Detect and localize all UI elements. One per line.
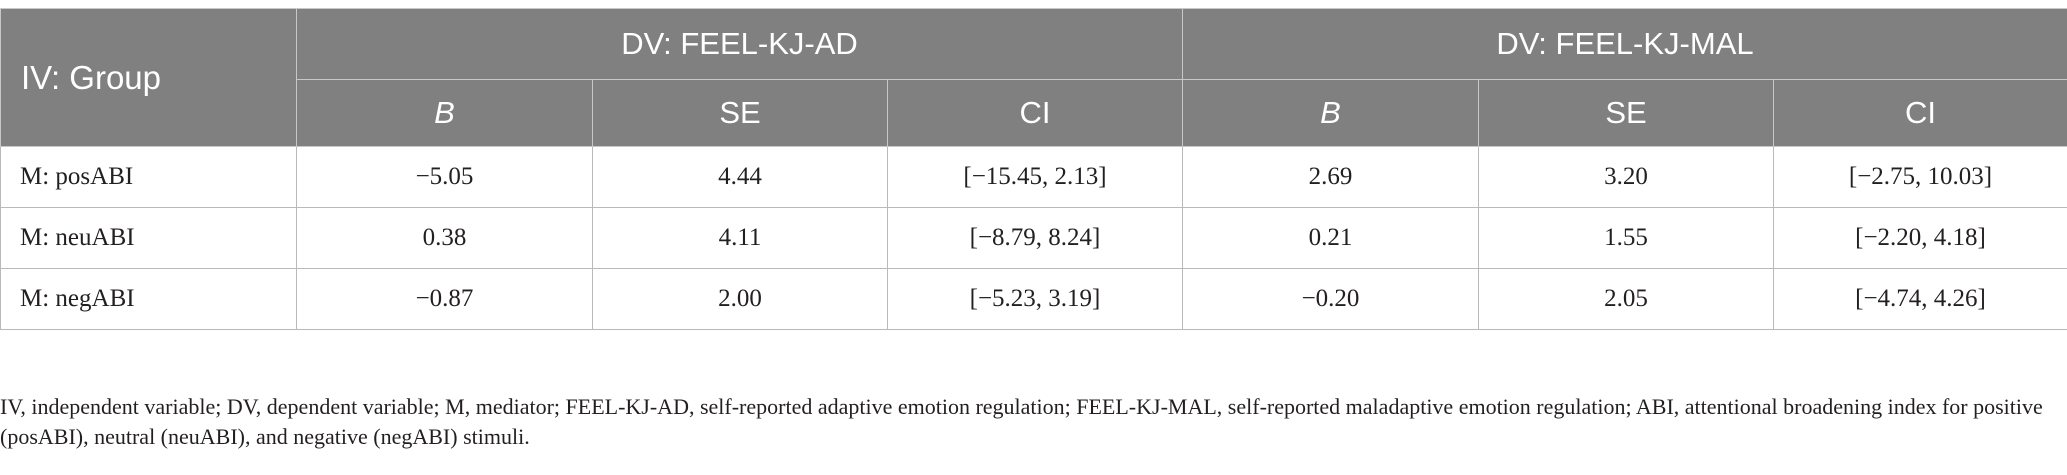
cell-se-ad: 4.44: [592, 146, 888, 208]
mediation-results-table: IV: Group DV: FEEL-KJ-AD DV: FEEL-KJ-MAL…: [0, 8, 2067, 330]
row-label-neuabi: M: neuABI: [0, 207, 297, 269]
cell-b-mal: 0.21: [1182, 207, 1479, 269]
cell-ci-ad: [−15.45, 2.13]: [887, 146, 1183, 208]
table-row: M: negABI −0.87 2.00 [−5.23, 3.19] −0.20…: [0, 268, 2067, 330]
header-row-top: IV: Group DV: FEEL-KJ-AD DV: FEEL-KJ-MAL: [0, 8, 2067, 147]
subheader-ci-ad: CI: [887, 79, 1183, 147]
cell-b-ad: −5.05: [296, 146, 593, 208]
subheader-ci-mal: CI: [1773, 79, 2067, 147]
cell-b-mal: 2.69: [1182, 146, 1479, 208]
table-body: M: posABI −5.05 4.44 [−15.45, 2.13] 2.69…: [0, 146, 2067, 330]
table-footnote: IV, independent variable; DV, dependent …: [0, 394, 2043, 449]
table-row: M: neuABI 0.38 4.11 [−8.79, 8.24] 0.21 1…: [0, 207, 2067, 269]
cell-se-mal: 2.05: [1478, 268, 1774, 330]
subheader-b-mal: B: [1182, 79, 1479, 147]
subheader-se-ad: SE: [592, 79, 888, 147]
cell-ci-mal: [−4.74, 4.26]: [1773, 268, 2067, 330]
results-table-container: IV: Group DV: FEEL-KJ-AD DV: FEEL-KJ-MAL…: [0, 8, 2067, 330]
row-label-posabi: M: posABI: [0, 146, 297, 208]
cell-ci-mal: [−2.20, 4.18]: [1773, 207, 2067, 269]
cell-se-ad: 2.00: [592, 268, 888, 330]
dv-header-feel-kj-mal: DV: FEEL-KJ-MAL: [1182, 8, 2067, 80]
cell-ci-ad: [−5.23, 3.19]: [887, 268, 1183, 330]
subheader-se-mal: SE: [1478, 79, 1774, 147]
cell-b-ad: −0.87: [296, 268, 593, 330]
table-row: M: posABI −5.05 4.44 [−15.45, 2.13] 2.69…: [0, 146, 2067, 208]
table-header: IV: Group DV: FEEL-KJ-AD DV: FEEL-KJ-MAL…: [0, 8, 2067, 147]
cell-ci-mal: [−2.75, 10.03]: [1773, 146, 2067, 208]
cell-se-ad: 4.11: [592, 207, 888, 269]
row-label-negabi: M: negABI: [0, 268, 297, 330]
cell-ci-ad: [−8.79, 8.24]: [887, 207, 1183, 269]
header-row-sub: B SE CI B SE CI: [1, 79, 2067, 147]
cell-se-mal: 3.20: [1478, 146, 1774, 208]
cell-b-ad: 0.38: [296, 207, 593, 269]
dv-header-feel-kj-ad: DV: FEEL-KJ-AD: [296, 8, 1183, 80]
cell-b-mal: −0.20: [1182, 268, 1479, 330]
subheader-b-ad: B: [296, 79, 593, 147]
cell-se-mal: 1.55: [1478, 207, 1774, 269]
group-column-header: IV: Group: [0, 8, 297, 147]
